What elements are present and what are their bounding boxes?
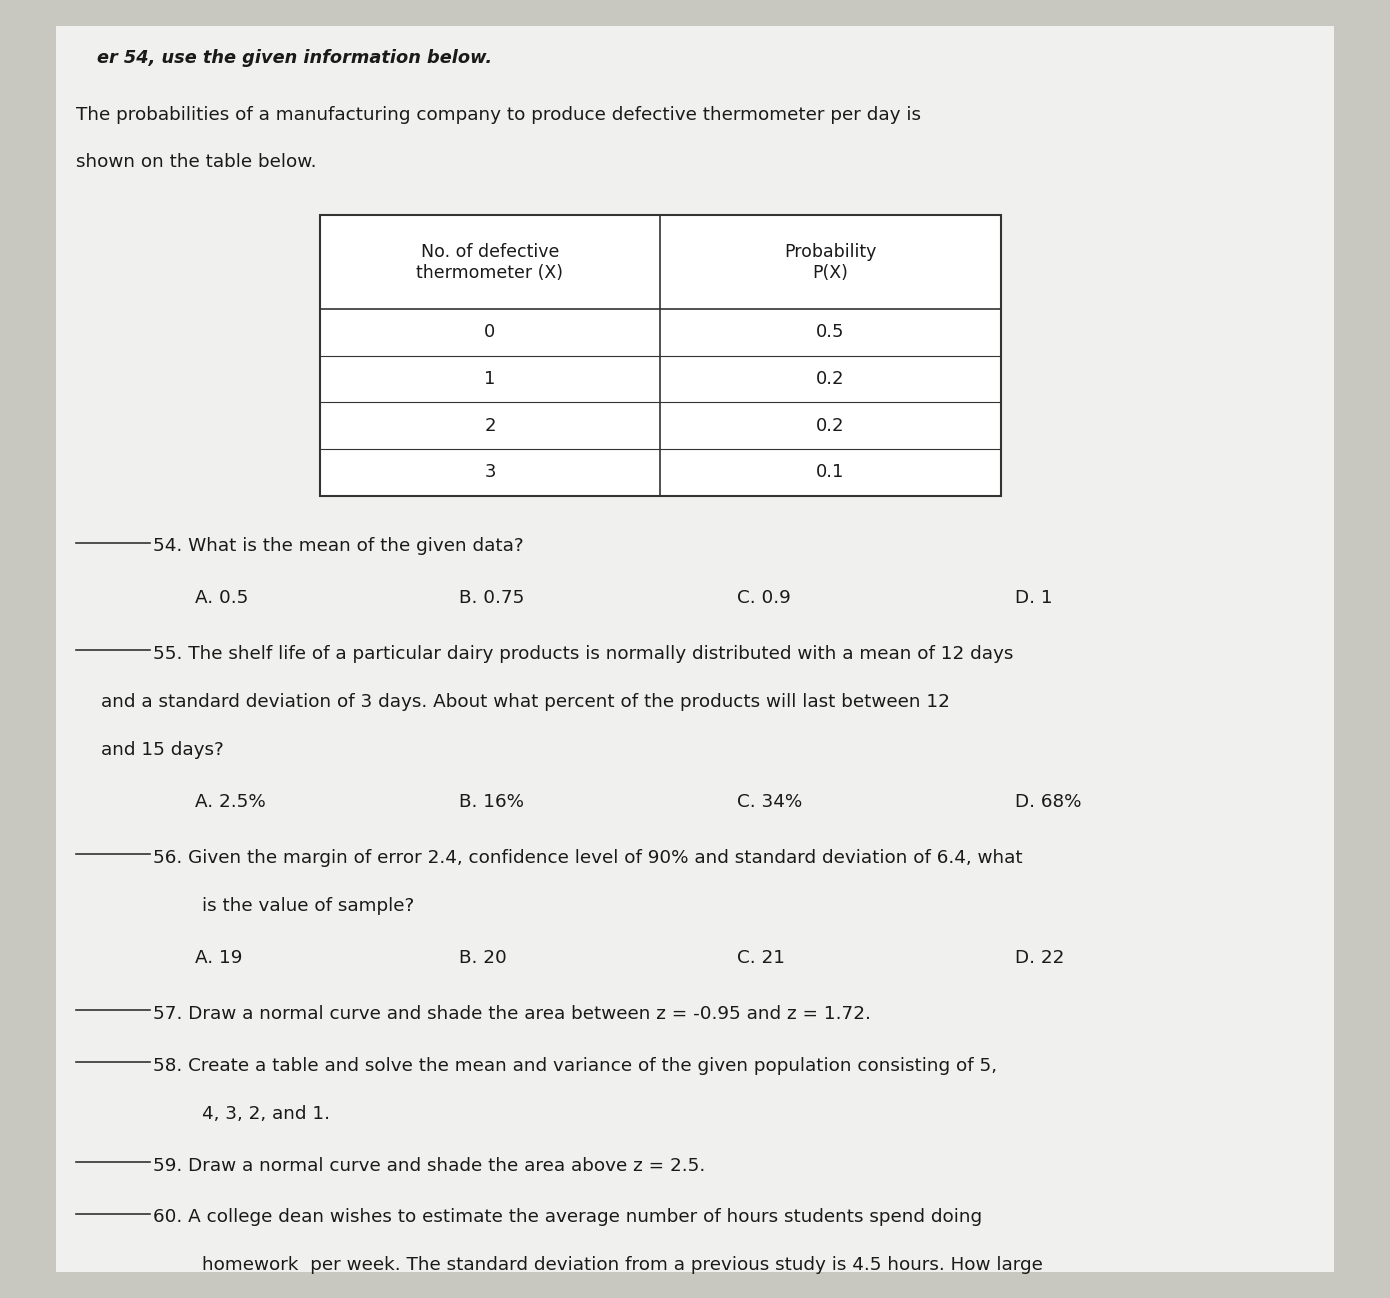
Text: 59. Draw a normal curve and shade the area above z = 2.5.: 59. Draw a normal curve and shade the ar… xyxy=(153,1157,705,1175)
Text: The probabilities of a manufacturing company to produce defective thermometer pe: The probabilities of a manufacturing com… xyxy=(76,106,922,125)
Text: 57. Draw a normal curve and shade the area between z = -0.95 and z = 1.72.: 57. Draw a normal curve and shade the ar… xyxy=(153,1005,870,1023)
Text: 55. The shelf life of a particular dairy products is normally distributed with a: 55. The shelf life of a particular dairy… xyxy=(153,645,1013,663)
Text: and 15 days?: and 15 days? xyxy=(101,741,224,759)
FancyBboxPatch shape xyxy=(56,26,1334,1272)
Text: D. 22: D. 22 xyxy=(1015,949,1065,967)
Text: 0.2: 0.2 xyxy=(816,370,845,388)
Text: 54. What is the mean of the given data?: 54. What is the mean of the given data? xyxy=(153,537,524,556)
Text: 58. Create a table and solve the mean and variance of the given population consi: 58. Create a table and solve the mean an… xyxy=(153,1057,997,1075)
Text: 0: 0 xyxy=(484,323,496,341)
Text: and a standard deviation of 3 days. About what percent of the products will last: and a standard deviation of 3 days. Abou… xyxy=(101,693,951,711)
Bar xyxy=(320,215,1001,496)
Text: A. 19: A. 19 xyxy=(195,949,242,967)
Text: D. 68%: D. 68% xyxy=(1015,793,1081,811)
Text: C. 34%: C. 34% xyxy=(737,793,802,811)
Text: is the value of sample?: is the value of sample? xyxy=(202,897,414,915)
Text: Probability
P(X): Probability P(X) xyxy=(784,243,877,282)
Text: 1: 1 xyxy=(484,370,496,388)
Text: No. of defective
thermometer (X): No. of defective thermometer (X) xyxy=(417,243,563,282)
Text: shown on the table below.: shown on the table below. xyxy=(76,153,317,171)
Text: 3: 3 xyxy=(484,463,496,482)
Text: 60. A college dean wishes to estimate the average number of hours students spend: 60. A college dean wishes to estimate th… xyxy=(153,1208,981,1227)
Text: C. 21: C. 21 xyxy=(737,949,785,967)
Text: 4, 3, 2, and 1.: 4, 3, 2, and 1. xyxy=(202,1105,329,1123)
Text: 0.1: 0.1 xyxy=(816,463,845,482)
Text: homework  per week. The standard deviation from a previous study is 4.5 hours. H: homework per week. The standard deviatio… xyxy=(202,1256,1042,1275)
Text: B. 0.75: B. 0.75 xyxy=(459,589,524,607)
Text: B. 16%: B. 16% xyxy=(459,793,524,811)
Text: C. 0.9: C. 0.9 xyxy=(737,589,791,607)
Text: A. 0.5: A. 0.5 xyxy=(195,589,247,607)
Text: 0.5: 0.5 xyxy=(816,323,845,341)
Text: B. 20: B. 20 xyxy=(459,949,506,967)
Text: A. 2.5%: A. 2.5% xyxy=(195,793,265,811)
Text: D. 1: D. 1 xyxy=(1015,589,1052,607)
Text: 0.2: 0.2 xyxy=(816,417,845,435)
Text: 56. Given the margin of error 2.4, confidence level of 90% and standard deviatio: 56. Given the margin of error 2.4, confi… xyxy=(153,849,1023,867)
Text: 2: 2 xyxy=(484,417,496,435)
Text: er 54, use the given information below.: er 54, use the given information below. xyxy=(97,49,492,67)
